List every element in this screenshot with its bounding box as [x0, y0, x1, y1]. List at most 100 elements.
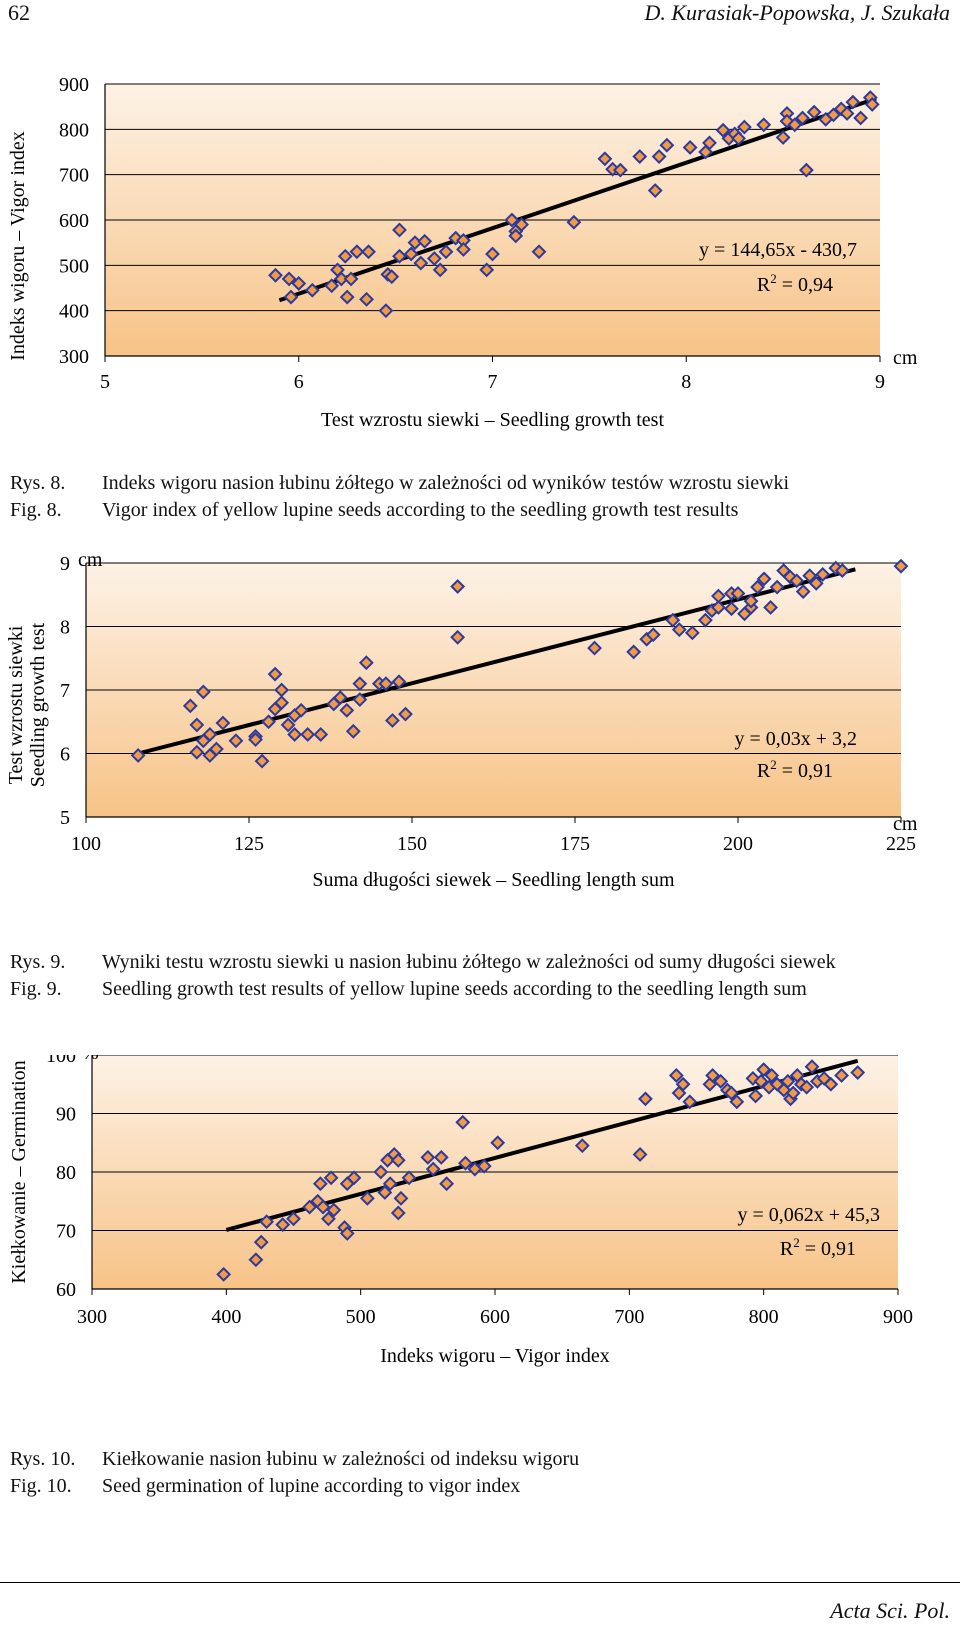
y-axis-title: Kiełkowanie – Germination: [8, 1060, 30, 1283]
journal-name: Acta Sci. Pol.: [830, 1598, 950, 1623]
data-point: [384, 269, 400, 285]
x-axis-title: Indeks wigoru – Vigor index: [380, 1345, 610, 1367]
data-point: [281, 271, 297, 287]
data-point: [748, 1088, 764, 1104]
trend-line: [225, 1058, 859, 1232]
data-point: [280, 717, 296, 733]
data-point: [756, 117, 772, 133]
data-point: [321, 1211, 336, 1227]
data-point: [216, 1266, 232, 1282]
y-tick-label: 70: [56, 1221, 76, 1243]
data-point: [413, 255, 429, 271]
caption-label-en: Fig. 10.: [10, 1475, 72, 1497]
data-point: [352, 692, 368, 707]
r-squared-label: R2 = 0,91: [780, 1235, 856, 1260]
figure-10-chart: 60 70 80 90 100 300 400 500 600 700 800 900% Indeks …: [8, 1055, 913, 1367]
data-point: [337, 248, 353, 264]
figure-9-caption: Rys. 9. Wyniki testu wzrostu siewki u nas…: [10, 949, 950, 1003]
data-point: [490, 1135, 506, 1151]
regression-equation: y = 0,03x + 3,2: [734, 728, 857, 750]
data-point: [189, 744, 205, 760]
data-point: [450, 579, 466, 594]
caption-text-pl: Indeks wigoru nasion łubinu żółtego w za…: [102, 472, 790, 494]
x-tick-label: 600: [480, 1306, 510, 1328]
data-point: [597, 151, 613, 167]
y-tick-label: 100: [46, 1055, 76, 1067]
data-point: [302, 1199, 318, 1215]
data-point: [823, 1076, 839, 1092]
data-point: [456, 242, 471, 257]
trend-line: [278, 96, 877, 303]
data-point: [313, 727, 329, 742]
caption-label-pl: Rys. 9.: [10, 951, 66, 973]
y-axis-title: Indeks wigoru – Vigor index: [7, 131, 29, 361]
caption-text-en: Vigor index of yellow lupine seeds accor…: [102, 499, 739, 521]
x-tick-label: 5: [100, 371, 110, 393]
data-point: [893, 558, 909, 574]
x-tick-label: 8: [681, 371, 691, 393]
data-point: [324, 278, 340, 294]
y-axis-title-line-1: Test wzrostu siewki: [5, 625, 27, 784]
data-point: [697, 612, 713, 628]
data-point: [385, 713, 400, 728]
caption-text-en: Seed germination of lupine according to …: [102, 1475, 521, 1497]
data-point: [455, 1114, 471, 1130]
x-tick-label: 300: [77, 1306, 107, 1328]
data-point: [382, 1176, 398, 1192]
data-point: [333, 271, 349, 287]
data-point: [208, 741, 224, 757]
data-point: [433, 1149, 449, 1165]
page-number: 62: [8, 0, 30, 25]
data-point: [267, 666, 283, 682]
data-point: [632, 149, 648, 164]
data-point: [458, 1155, 473, 1171]
data-point: [864, 96, 880, 112]
data-point: [358, 655, 374, 671]
data-point: [377, 1185, 393, 1200]
r-squared-label: R2 = 0,91: [757, 757, 833, 782]
caption-text-pl: Wyniki testu wzrostu siewki u nasion łub…: [102, 951, 836, 973]
y-tick-label: 900: [59, 74, 89, 96]
data-point: [261, 714, 276, 730]
data-point: [647, 183, 663, 198]
data-point: [645, 627, 661, 643]
data-point: [202, 727, 218, 742]
x-tick-label: 6: [294, 371, 304, 393]
data-point: [361, 244, 376, 260]
data-point: [508, 228, 524, 244]
x-unit-label: cm: [893, 813, 918, 835]
data-point: [839, 106, 855, 121]
data-point: [339, 702, 355, 718]
data-point: [730, 586, 746, 601]
data-point: [711, 600, 726, 615]
data-point: [326, 1202, 342, 1218]
data-point: [845, 94, 861, 110]
data-point: [352, 676, 368, 692]
r-squared-label: R2 = 0,94: [757, 271, 833, 296]
regression-equation: y = 0,062x + 45,3: [737, 1204, 880, 1226]
x-tick-label: 175: [560, 833, 590, 855]
data-point: [743, 593, 759, 609]
figure-8-caption: Rys. 8. Indeks wigoru nasion łubinu żółte…: [10, 470, 950, 524]
data-point: [349, 244, 365, 260]
data-point: [659, 137, 675, 153]
y-tick-label: 90: [56, 1104, 76, 1126]
x-tick-label: 700: [614, 1306, 644, 1328]
data-point: [343, 271, 359, 287]
data-point: [403, 246, 419, 262]
data-point: [439, 1176, 455, 1192]
y-unit-label: %: [82, 1055, 99, 1064]
data-point: [787, 117, 803, 133]
data-point: [438, 244, 454, 260]
y-tick-label: 700: [59, 165, 89, 187]
data-point: [398, 706, 413, 722]
data-point: [228, 733, 244, 749]
regression-equation: y = 144,65x - 430,7: [699, 239, 857, 261]
data-point: [684, 625, 700, 641]
data-point: [795, 584, 811, 599]
data-point: [514, 217, 529, 232]
data-point: [806, 104, 822, 120]
x-tick-label: 150: [397, 833, 427, 855]
data-point: [724, 1085, 739, 1101]
data-point: [587, 640, 602, 656]
